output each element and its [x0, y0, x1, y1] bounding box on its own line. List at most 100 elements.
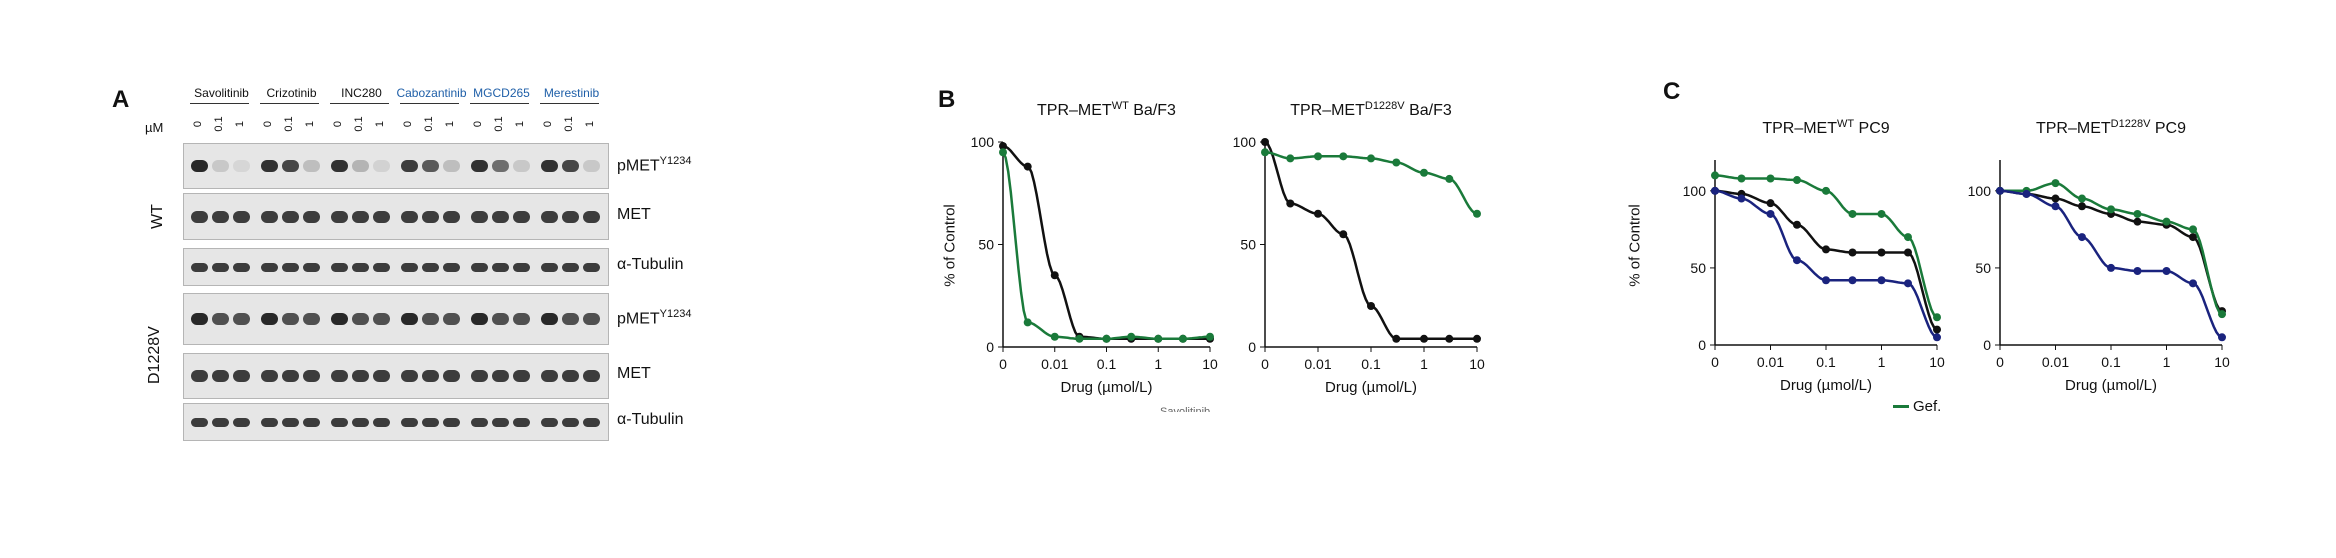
x-tick-label: 0.01 [1304, 356, 1331, 372]
blot-band [513, 160, 530, 172]
x-axis-label: Drug (µmol/L) [1780, 377, 1872, 394]
blot-band [541, 313, 558, 325]
x-tick-label: 0.1 [1816, 354, 1836, 370]
blot-band [191, 313, 208, 325]
blot-band [471, 313, 488, 325]
y-tick-label: 100 [1968, 183, 1992, 199]
blot-band [331, 417, 348, 427]
blot-band [261, 370, 278, 382]
blot-band [352, 160, 369, 172]
blot-band [401, 210, 418, 223]
data-point [1445, 174, 1454, 183]
blot-band [422, 417, 439, 427]
x-axis-label: Drug (µmol/L) [1061, 379, 1153, 396]
blot-band [583, 262, 600, 272]
data-point [1367, 302, 1375, 310]
data-point [1933, 333, 1941, 342]
data-point [2107, 263, 2115, 272]
chart-title: TPR–METD1228V Ba/F3 [1290, 100, 1452, 119]
y-tick-label: 0 [1698, 337, 1706, 353]
blot-band [583, 417, 600, 427]
data-point [1206, 332, 1214, 341]
drug-group-underline [330, 103, 389, 104]
blot-band [513, 313, 530, 325]
y-tick-label: 50 [978, 237, 994, 253]
blot-band [513, 370, 530, 382]
y-tick-label: 100 [1233, 134, 1257, 150]
blot-strip [183, 143, 609, 189]
x-tick-label: 1 [1420, 356, 1428, 372]
blot-band [562, 210, 579, 223]
blot-band [443, 160, 460, 172]
data-point [2051, 202, 2060, 211]
blot-strip [183, 293, 609, 345]
data-point [2077, 202, 2086, 211]
data-point [1473, 334, 1481, 343]
drug-group-underline [190, 103, 249, 104]
x-tick-label: 0.1 [2101, 354, 2121, 370]
blot-band [331, 262, 348, 272]
x-tick-label: 1 [1154, 356, 1162, 372]
panel-b-bottom-label: Savolitinib [1160, 406, 1211, 412]
blot-band [303, 160, 320, 172]
data-point [1903, 233, 1912, 242]
data-point [1766, 209, 1775, 218]
panel-c-legend: Gef. [1893, 398, 1941, 415]
blot-band [541, 262, 558, 272]
data-point [1420, 168, 1428, 177]
x-tick-label: 0 [1711, 354, 1719, 370]
blot-band [373, 417, 390, 427]
blot-band [373, 262, 390, 272]
data-point [1339, 152, 1348, 161]
data-point [1933, 325, 1941, 334]
data-point [1154, 334, 1163, 343]
blot-band [331, 313, 348, 325]
data-point [1392, 158, 1401, 167]
blot-band [443, 313, 460, 325]
data-point [1445, 334, 1454, 343]
data-point [1903, 279, 1912, 288]
x-tick-label: 0 [1261, 356, 1269, 372]
blot-strip [183, 193, 609, 240]
fit-curve [1714, 189, 1938, 339]
blot-band [233, 417, 250, 427]
blot-band [191, 417, 208, 427]
blot-band [443, 370, 460, 382]
blot-band [261, 313, 278, 325]
blot-band [212, 370, 229, 382]
blot-band [401, 417, 418, 427]
blot-band [212, 262, 229, 272]
panel-letter-c: C [1663, 78, 1681, 105]
data-point [1367, 154, 1375, 163]
x-tick-label: 1 [2163, 354, 2171, 370]
data-point [2162, 267, 2171, 275]
blot-row-label: MET [617, 365, 651, 382]
blot-band [191, 160, 208, 172]
blot-band [422, 262, 439, 272]
blot-band [401, 160, 418, 172]
blot-band [373, 210, 390, 223]
blot-band [541, 210, 558, 223]
data-point [2133, 267, 2142, 275]
blot-band [331, 210, 348, 223]
data-point [2218, 333, 2226, 342]
data-point [1877, 276, 1886, 285]
blot-band [443, 262, 460, 272]
data-point [2107, 205, 2115, 214]
data-point [1102, 334, 1111, 343]
blot-band [471, 160, 488, 172]
data-point [1822, 276, 1830, 285]
x-tick-label: 1 [1878, 354, 1886, 370]
data-point [1420, 334, 1428, 343]
blot-band [583, 160, 600, 172]
data-point [1711, 171, 1719, 180]
blot-band [303, 313, 320, 325]
blot-band [513, 262, 530, 272]
fit-curve [1002, 144, 1210, 341]
y-tick-label: 50 [1975, 260, 1991, 276]
blot-band [471, 262, 488, 272]
data-point [2022, 189, 2031, 198]
data-point [1392, 334, 1401, 343]
data-point [1792, 176, 1801, 185]
